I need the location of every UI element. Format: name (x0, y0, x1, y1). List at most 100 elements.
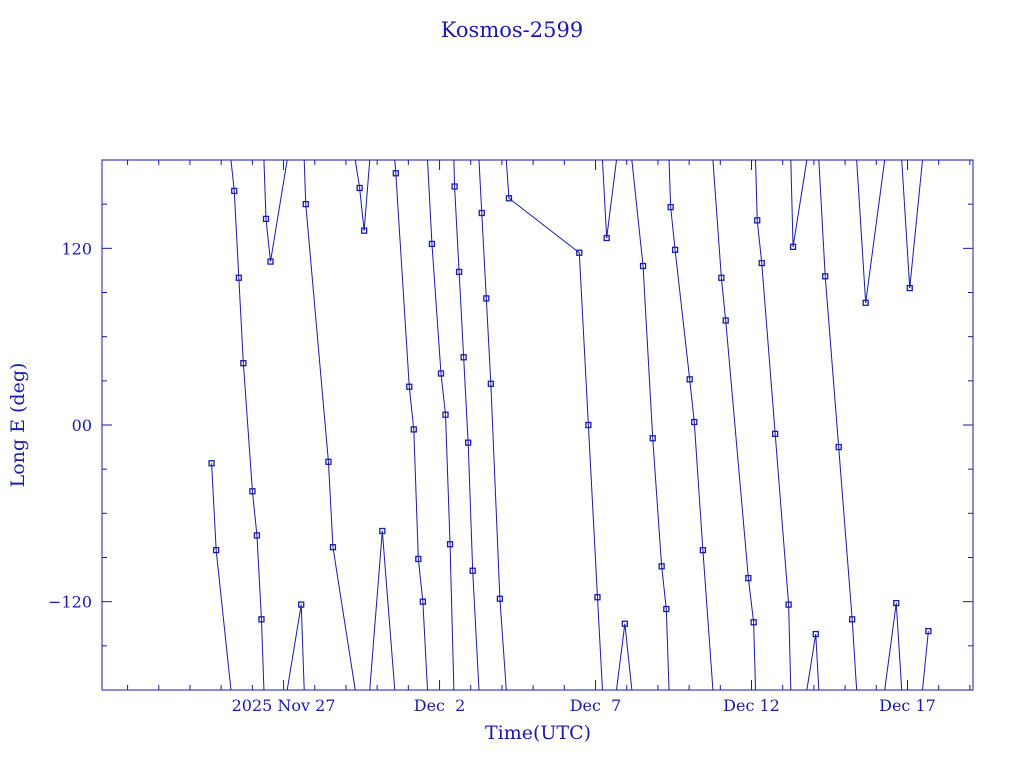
series-segment (463, 357, 469, 443)
data-point (603, 234, 610, 242)
data-point (392, 170, 399, 177)
series-segment (485, 298, 492, 384)
data-point (419, 598, 427, 605)
data-point (505, 195, 513, 202)
series-segment (369, 530, 383, 691)
series-segment (725, 320, 749, 579)
data-point (686, 376, 693, 383)
x-tick-label: 2025 Nov 27 (232, 696, 336, 715)
data-point (325, 458, 332, 465)
data-point (258, 616, 265, 623)
series-segment (824, 276, 840, 448)
data-point (249, 488, 256, 495)
series-segment (327, 461, 334, 548)
series-segment (790, 159, 794, 247)
series-segment (901, 159, 911, 289)
series-segment (305, 204, 329, 462)
series-segment (453, 159, 456, 187)
series-segment (242, 363, 253, 492)
series-segment (481, 212, 487, 299)
series-segment (256, 535, 262, 620)
data-point (460, 354, 467, 361)
series-segment (642, 265, 654, 439)
series-segment (490, 383, 501, 599)
series-segment (449, 544, 455, 691)
series-segment (818, 159, 826, 277)
data-point (469, 567, 476, 574)
x-tick-label: Dec 12 (723, 696, 780, 715)
series-segment (238, 277, 244, 364)
series-group (211, 159, 929, 691)
data-point (329, 544, 337, 551)
data-point (758, 259, 765, 267)
series-segment (359, 187, 365, 231)
data-point (691, 418, 698, 426)
series-segment (761, 263, 776, 434)
data-point (235, 274, 242, 281)
data-point (302, 201, 309, 208)
data-point (745, 574, 752, 582)
data-point (451, 183, 458, 190)
data-point (231, 187, 238, 195)
data-point (487, 380, 494, 387)
axis-ticks (102, 160, 973, 690)
series-segment (363, 159, 371, 231)
data-point (442, 411, 449, 418)
series-segment (753, 622, 757, 691)
series-segment (499, 598, 507, 691)
series-segment (230, 159, 235, 191)
series-segment (587, 424, 598, 598)
data-point (667, 203, 674, 211)
data-point (785, 601, 792, 608)
series-segment (332, 547, 356, 691)
series-segment (395, 173, 410, 387)
series-segment (674, 249, 691, 380)
series-segment (454, 186, 460, 272)
series-segment (922, 631, 929, 691)
data-point (658, 563, 665, 570)
series-segment (445, 414, 451, 545)
series-segment (689, 379, 695, 423)
data-point (267, 258, 274, 265)
data-point (849, 616, 856, 623)
data-point (754, 217, 761, 224)
y-tick-label: −120 (48, 593, 92, 612)
series-segment (431, 243, 442, 374)
series-segment (263, 159, 267, 219)
data-point (361, 227, 368, 234)
data-point (621, 620, 629, 627)
data-point (671, 246, 679, 253)
data-point (410, 426, 417, 433)
data-point (718, 274, 725, 281)
data-point (699, 546, 707, 554)
y-tick-labels: 120 00 −120 (48, 239, 92, 611)
series-segment (670, 207, 676, 250)
series-segment (303, 159, 307, 205)
data-point (639, 262, 647, 270)
series-segment (596, 597, 603, 691)
x-axis-label: Time(UTC) (485, 722, 591, 744)
series-segment (381, 530, 396, 691)
series-segment (413, 429, 419, 559)
x-tick-label: Dec 7 (570, 696, 622, 715)
series-segment (233, 190, 240, 278)
series-segment (472, 570, 480, 691)
series-segment (895, 603, 903, 691)
series-segment (702, 550, 714, 691)
series-segment (851, 619, 858, 691)
data-point (893, 599, 900, 607)
data-point (406, 383, 413, 390)
series-segment (215, 550, 232, 691)
series-segment (815, 634, 820, 691)
series-segment (884, 603, 897, 691)
data-point (812, 630, 819, 638)
series-segment (478, 159, 483, 214)
series-segment (668, 159, 672, 208)
series-segment (508, 197, 580, 254)
series-segment (286, 604, 302, 691)
data-point (789, 243, 797, 251)
data-point (576, 249, 583, 256)
data-point (262, 215, 270, 223)
series-segment (756, 220, 763, 264)
